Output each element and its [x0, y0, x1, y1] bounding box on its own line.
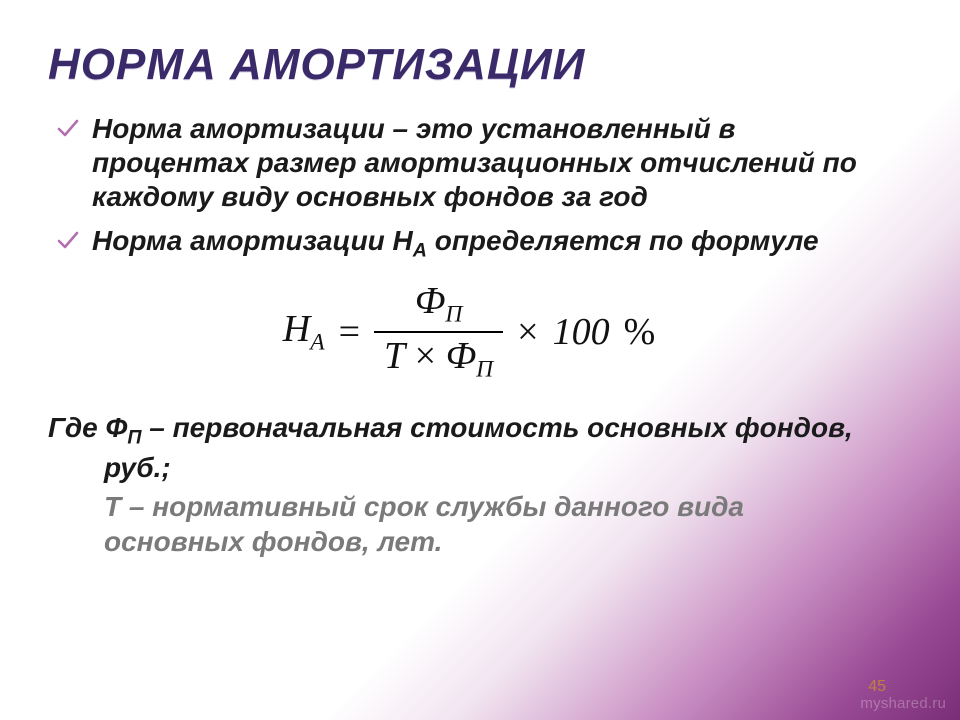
- formula-num-var: Ф: [415, 280, 446, 322]
- bullet-lead-term: Норма амортизации Н: [92, 225, 413, 256]
- where-prefix: Где Ф: [48, 412, 127, 443]
- formula-lhs: НА: [283, 307, 325, 357]
- where-line-2: Т – нормативный срок службы данного вида…: [48, 489, 890, 559]
- watermark: myshared.ru: [860, 695, 946, 712]
- where-rest-1: – первоначальная стоимость основных фонд…: [104, 412, 853, 483]
- formula-numerator: ФП: [405, 282, 473, 327]
- formula-lhs-sub: А: [310, 330, 324, 356]
- slide-title: НОРМА АМОРТИЗАЦИИ: [48, 40, 890, 90]
- formula-hundred: 100: [553, 310, 610, 354]
- bullet-list: Норма амортизации – это установленный в …: [52, 112, 890, 264]
- bullet-text: определяется по формуле: [427, 225, 819, 256]
- where-rest-2: – нормативный срок службы данного вида о…: [104, 491, 744, 557]
- formula: НА = ФП Т × ФП × 100%: [283, 282, 656, 382]
- where-line-1: Где ФП – первоначальная стоимость основн…: [48, 410, 890, 485]
- where-T: Т: [104, 491, 121, 522]
- formula-den-times: ×: [415, 335, 436, 377]
- page-number: 45: [868, 678, 886, 696]
- formula-lhs-var: Н: [283, 308, 310, 350]
- slide: НОРМА АМОРТИЗАЦИИ Норма амортизации – эт…: [0, 0, 960, 720]
- where-sub: П: [127, 427, 141, 449]
- formula-num-sub: П: [445, 302, 462, 328]
- formula-den-T: Т: [384, 335, 405, 377]
- list-item: Норма амортизации НА определяется по фор…: [52, 224, 890, 263]
- formula-den-sub: П: [476, 357, 493, 383]
- bullet-lead-term: Норма амортизации: [92, 113, 385, 144]
- list-item: Норма амортизации – это установленный в …: [52, 112, 890, 214]
- formula-percent: %: [624, 310, 656, 354]
- formula-denominator: Т × ФП: [374, 337, 503, 382]
- fraction-bar: [374, 331, 503, 333]
- formula-container: НА = ФП Т × ФП × 100%: [48, 282, 890, 382]
- checkmark-icon: [56, 226, 80, 250]
- where-block: Где ФП – первоначальная стоимость основн…: [48, 410, 890, 559]
- formula-equals: =: [339, 310, 360, 354]
- checkmark-icon: [56, 114, 80, 138]
- bullet-subscript: А: [413, 240, 427, 262]
- formula-den-var: Ф: [446, 335, 477, 377]
- formula-times: ×: [517, 310, 538, 354]
- formula-fraction: ФП Т × ФП: [374, 282, 503, 382]
